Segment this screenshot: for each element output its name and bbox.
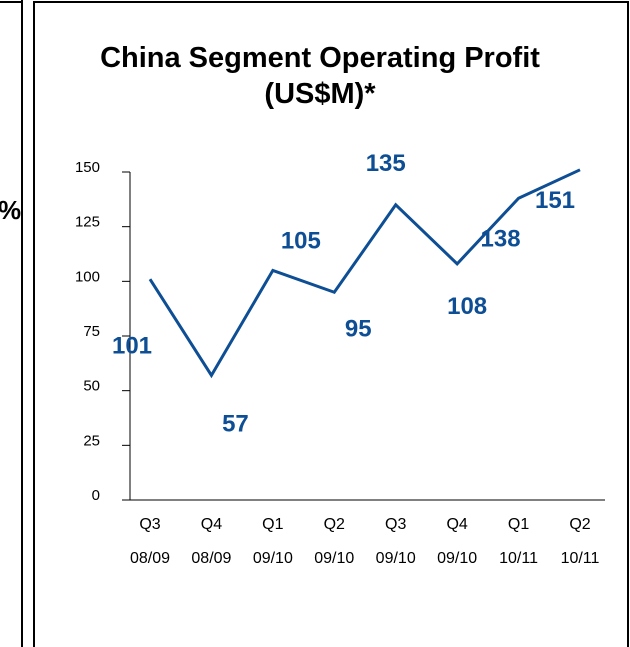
chart-title: China Segment Operating Profit (US$M)* xyxy=(100,42,540,110)
data-label: 95 xyxy=(345,316,372,343)
x-tick-label: Q1 10/11 xyxy=(499,516,538,567)
data-label: 105 xyxy=(281,228,321,255)
chart-panel-border xyxy=(33,1,629,647)
data-label: 151 xyxy=(535,187,575,214)
x-tick-label: Q4 09/10 xyxy=(437,516,478,567)
y-tick-label: 75 xyxy=(83,323,100,340)
x-tick-label: Q2 10/11 xyxy=(560,516,600,567)
data-label: 57 xyxy=(222,411,249,438)
data-label: 101 xyxy=(112,332,152,359)
y-tick-label: 50 xyxy=(83,378,100,395)
y-tick-label: 150 xyxy=(75,159,100,176)
x-tick-label: Q3 08/09 xyxy=(129,516,171,567)
title-box: China Segment Operating Profit (US$M)* xyxy=(100,42,540,110)
x-tick-label: Q3 09/10 xyxy=(375,516,416,567)
data-label: 108 xyxy=(447,293,487,320)
data-label: 138 xyxy=(481,226,521,253)
y-tick-label: 125 xyxy=(75,214,100,231)
x-tick-label: Q2 09/10 xyxy=(314,516,355,567)
line xyxy=(148,168,581,379)
y-tick-label: 25 xyxy=(83,432,100,449)
x-tick-label: Q4 08/09 xyxy=(191,516,232,567)
left-panel-text: % xyxy=(0,195,21,225)
y-tick-label: 0 xyxy=(92,487,100,504)
x-tick-label: Q1 09/10 xyxy=(252,516,293,567)
y-tick-label: 100 xyxy=(75,268,100,285)
data-label: 135 xyxy=(366,150,406,177)
